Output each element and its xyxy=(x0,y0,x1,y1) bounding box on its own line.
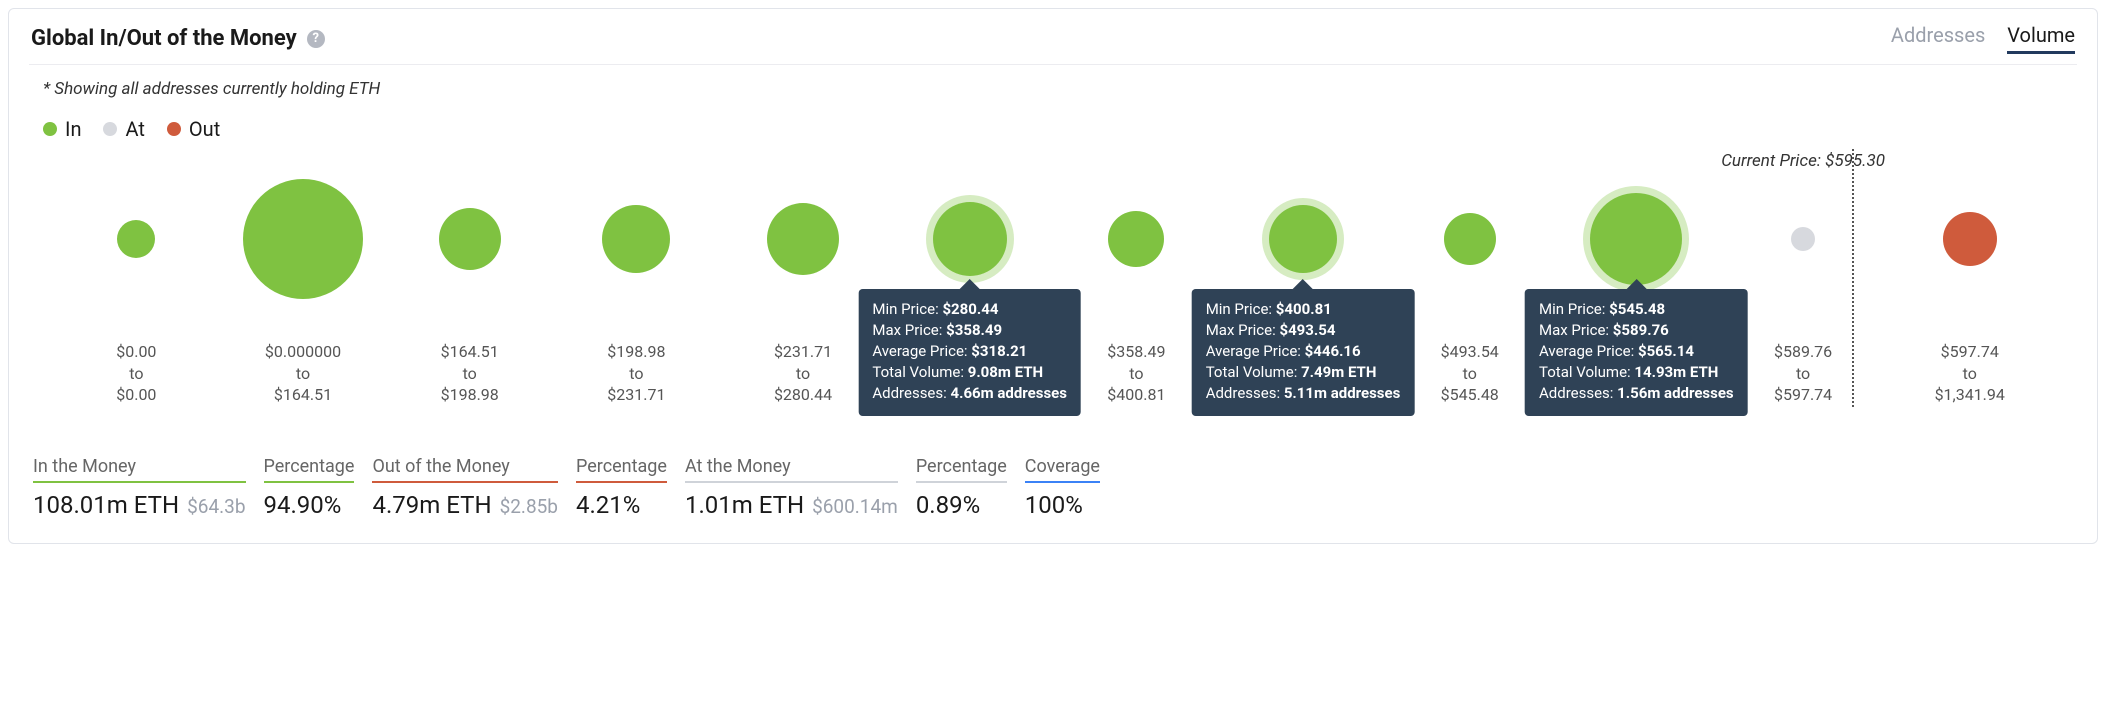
legend-out-dot xyxy=(167,122,181,136)
stat-subvalue: $2.85b xyxy=(500,495,558,518)
tab-volume[interactable]: Volume xyxy=(2007,23,2075,54)
stat-value: 4.21% xyxy=(576,491,667,519)
bubble-col xyxy=(1886,212,2053,266)
legend-in-dot xyxy=(43,122,57,136)
bubble-in[interactable] xyxy=(767,203,839,275)
bubble-in[interactable] xyxy=(602,205,670,273)
bubble-in[interactable] xyxy=(439,208,501,270)
bubble-in[interactable] xyxy=(933,202,1007,276)
subtitle: * Showing all addresses currently holdin… xyxy=(43,79,2075,99)
stat-block: Percentage 0.89% xyxy=(916,456,1007,519)
header: Global In/Out of the Money ? Addresses V… xyxy=(31,23,2075,64)
stat-label: Out of the Money xyxy=(372,456,558,483)
x-axis-label: $164.51to$198.98 xyxy=(386,341,553,406)
tabs: Addresses Volume xyxy=(1891,23,2075,54)
bubble-in[interactable] xyxy=(1590,193,1682,285)
stat-block: Out of the Money 4.79m ETH$2.85b xyxy=(372,456,558,519)
stats-row: In the Money 108.01m ETH$64.3b Percentage 9… xyxy=(31,456,2075,519)
stat-block: In the Money 108.01m ETH$64.3b xyxy=(33,456,246,519)
legend: In At Out xyxy=(43,117,2075,141)
page-title: Global In/Out of the Money xyxy=(31,26,297,51)
legend-in[interactable]: In xyxy=(43,117,81,141)
bubble-col xyxy=(1220,205,1387,273)
bubble-col xyxy=(1553,193,1720,285)
bubble-in[interactable] xyxy=(117,220,155,258)
bubble-col xyxy=(1720,227,1887,251)
stat-block: Percentage 4.21% xyxy=(576,456,667,519)
x-axis-label: $198.98to$231.71 xyxy=(553,341,720,406)
stat-value: 100% xyxy=(1025,491,1100,519)
legend-at-dot xyxy=(103,122,117,136)
bubble-col xyxy=(553,205,720,273)
divider xyxy=(29,64,2077,65)
stat-block: Percentage 94.90% xyxy=(264,456,355,519)
bubble-in[interactable] xyxy=(243,179,363,299)
stat-label: Percentage xyxy=(576,456,667,483)
help-icon[interactable]: ? xyxy=(307,30,325,48)
bubble-col xyxy=(1386,213,1553,265)
bubble-col xyxy=(720,203,887,275)
bubble-col xyxy=(886,202,1053,276)
bubble-tooltip: Min Price: $280.44Max Price: $358.49Aver… xyxy=(858,289,1081,416)
x-axis-label: $0.000000to$164.51 xyxy=(220,341,387,406)
bubble-out[interactable] xyxy=(1943,212,1997,266)
x-axis-label: $597.74to$1,341.94 xyxy=(1886,341,2053,406)
tab-addresses[interactable]: Addresses xyxy=(1891,23,1985,54)
stat-subvalue: $64.3b xyxy=(187,495,245,518)
chart-region: Current Price: $595.30 $0.00to$0.00$0.00… xyxy=(31,159,2075,406)
bubble-col xyxy=(53,220,220,258)
stat-block: At the Money 1.01m ETH$600.14m xyxy=(685,456,898,519)
stat-subvalue: $600.14m xyxy=(812,495,898,518)
bubble-in[interactable] xyxy=(1444,213,1496,265)
bubble-tooltip: Min Price: $400.81Max Price: $493.54Aver… xyxy=(1192,289,1415,416)
stat-label: At the Money xyxy=(685,456,898,483)
bubble-col xyxy=(386,208,553,270)
stat-label: Percentage xyxy=(916,456,1007,483)
x-axis-label: $0.00to$0.00 xyxy=(53,341,220,406)
stat-label: In the Money xyxy=(33,456,246,483)
stat-value: 0.89% xyxy=(916,491,1007,519)
stat-value: 108.01m ETH$64.3b xyxy=(33,491,246,519)
bubble-col xyxy=(1053,211,1220,267)
giom-card: Global In/Out of the Money ? Addresses V… xyxy=(8,8,2098,544)
legend-at[interactable]: At xyxy=(103,117,144,141)
bubble-in[interactable] xyxy=(1108,211,1164,267)
stat-value: 94.90% xyxy=(264,491,355,519)
legend-out[interactable]: Out xyxy=(167,117,220,141)
bubble-tooltip: Min Price: $545.48Max Price: $589.76Aver… xyxy=(1525,289,1748,416)
title-wrap: Global In/Out of the Money ? xyxy=(31,26,325,51)
legend-out-label: Out xyxy=(189,117,220,141)
stat-block: Coverage 100% xyxy=(1025,456,1100,519)
stat-label: Coverage xyxy=(1025,456,1100,483)
bubble-in[interactable] xyxy=(1269,205,1337,273)
legend-in-label: In xyxy=(65,117,81,141)
stat-value: 4.79m ETH$2.85b xyxy=(372,491,558,519)
stat-value: 1.01m ETH$600.14m xyxy=(685,491,898,519)
bubble-at[interactable] xyxy=(1791,227,1815,251)
bubble-col xyxy=(220,179,387,299)
stat-label: Percentage xyxy=(264,456,355,483)
legend-at-label: At xyxy=(125,117,144,141)
